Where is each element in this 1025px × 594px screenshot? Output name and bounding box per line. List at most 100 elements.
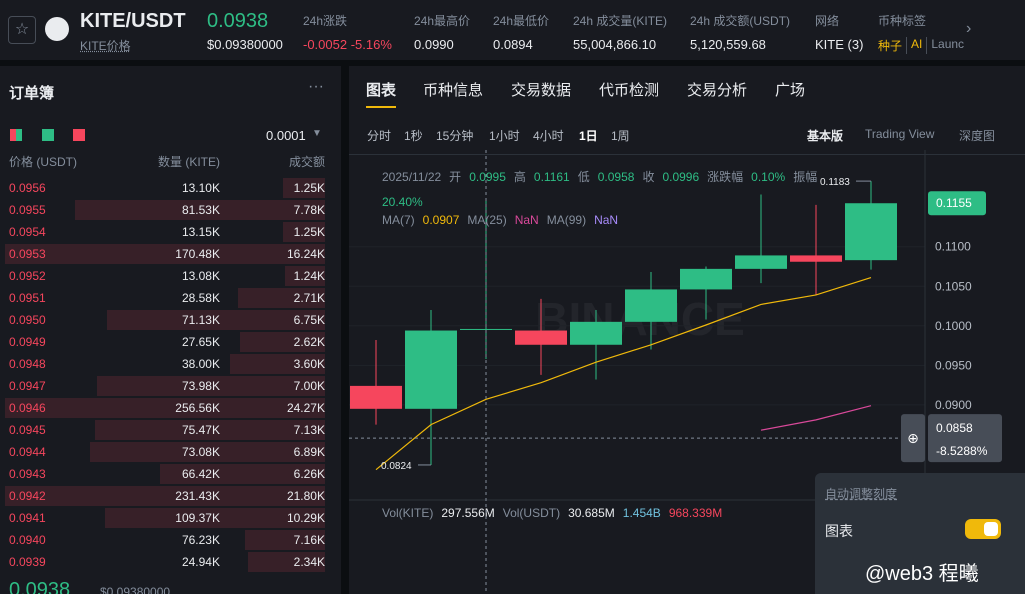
ask-total: 7.13K — [293, 423, 325, 437]
tag[interactable]: AI — [906, 37, 922, 54]
ask-qty: 27.65K — [181, 335, 220, 349]
tab: 币种信息 — [423, 82, 484, 99]
more-button[interactable]: ··· — [308, 78, 324, 95]
ask-total: 7.78K — [293, 203, 325, 217]
info-label: 低 — [577, 170, 590, 184]
tab: 交易分析 — [687, 82, 748, 99]
depth-bar — [75, 200, 325, 220]
chart-panel: 图表 币种信息 交易数据 代币检测 交易分析 广场 分时 1秒 15分钟 1小时 4小时 1日 1周 基本… — [349, 66, 1025, 594]
ask-price: 0.0945 — [9, 423, 46, 437]
last-price: 0.0938 — [207, 10, 269, 32]
ask-total: 1.25K — [293, 225, 325, 239]
ask-price: 0.0951 — [9, 291, 46, 305]
candle-body — [405, 330, 457, 409]
high-marker: 0.1183 — [820, 177, 850, 188]
candle-body — [790, 255, 842, 262]
ask-qty: 109.37K — [175, 511, 220, 525]
ask-qty: 28.58K — [181, 291, 220, 305]
view-option: 基本版 — [807, 129, 844, 143]
depth-bar — [97, 376, 325, 396]
info-label: 高 — [513, 170, 526, 184]
ask-qty: 13.08K — [181, 269, 220, 283]
info-value: 0.0996 — [662, 170, 700, 184]
ask-total: 1.24K — [293, 269, 325, 283]
tag[interactable]: Launc — [926, 37, 964, 54]
y-tick-label: 0.1000 — [935, 319, 972, 333]
pair: KITE/USDT — [80, 10, 186, 32]
crosshair-change: -8.5288% — [936, 444, 988, 458]
ask-qty: 231.43K — [175, 489, 220, 503]
depth-bar — [5, 244, 325, 264]
ask-price: 0.0950 — [9, 313, 46, 327]
ask-price: 0.0949 — [9, 335, 46, 349]
ask-qty: 66.42K — [181, 467, 220, 481]
precision-caret: ▼ — [312, 128, 322, 139]
ask-price: 0.0940 — [9, 533, 46, 547]
ask-qty: 76.23K — [181, 533, 220, 547]
view-both[interactable] — [10, 129, 22, 141]
ask-price: 0.0942 — [9, 489, 46, 503]
ask-price: 0.0948 — [9, 357, 46, 371]
ask-total: 24.27K — [286, 401, 325, 415]
info-label: 收 — [642, 170, 655, 184]
ask-total: 7.00K — [293, 379, 325, 393]
candle-body — [460, 328, 512, 330]
crosshair-label-box — [928, 414, 1002, 463]
stat-label: 24h最低价 — [493, 14, 550, 28]
ask-total: 21.80K — [286, 489, 325, 503]
ask-qty: 24.94K — [181, 555, 220, 569]
candle-body — [625, 289, 677, 322]
add-button[interactable] — [901, 414, 925, 463]
price-caption[interactable]: KITE价格 — [80, 39, 131, 53]
ask-price: 0.0953 — [9, 247, 46, 261]
view-asks[interactable] — [73, 129, 85, 141]
ask-price: 0.0939 — [9, 555, 46, 569]
ask-total: 3.60K — [293, 357, 325, 371]
ask-total: 10.29K — [286, 511, 325, 525]
column-header: 价格 (USDT) — [9, 155, 77, 169]
credit: @web3 程曦 — [865, 563, 979, 585]
y-tick-label: 0.1100 — [935, 240, 971, 254]
candle-body — [515, 330, 567, 345]
view-bids[interactable] — [42, 129, 54, 141]
current-price: 0.1155 — [936, 196, 972, 210]
interval: 分时 — [367, 129, 392, 143]
y-tick-label: 0.0950 — [935, 358, 972, 372]
ask-price: 0.0954 — [9, 225, 46, 239]
ask-price: 0.0947 — [9, 379, 46, 393]
y-tick-label: 0.1050 — [935, 279, 972, 293]
volume-label: Vol(USDT) — [502, 506, 561, 520]
tags: 种子 AI Launc — [878, 37, 966, 54]
depth-bar — [5, 486, 325, 506]
scroll-right[interactable]: › — [966, 20, 972, 37]
favorite-button[interactable]: ☆ — [8, 16, 36, 44]
volume-label: 1.454B — [622, 506, 661, 520]
order-book-last-fiat: $0.09380000 — [100, 585, 171, 594]
stat-label: 24h最高价 — [414, 14, 471, 28]
ask-total: 2.34K — [293, 555, 325, 569]
interval: 1小时 — [489, 129, 520, 143]
stat-value: -0.0052 -5.16% — [303, 37, 392, 52]
stat-value: 0.0894 — [493, 37, 533, 52]
tab: 交易数据 — [511, 82, 572, 99]
ask-price: 0.0941 — [9, 511, 46, 525]
info-label: 涨跌幅 — [707, 170, 744, 184]
stat-value: 5,120,559.68 — [690, 37, 766, 52]
ask-qty: 81.53K — [181, 203, 220, 217]
popup-item: 图表 — [825, 523, 853, 539]
tab: 代币检测 — [599, 82, 660, 99]
precision[interactable]: 0.0001 — [266, 128, 306, 143]
fiat-price: $0.09380000 — [207, 37, 283, 52]
depth-bar — [107, 310, 325, 330]
interval: 4小时 — [533, 129, 564, 143]
ask-qty: 256.56K — [175, 401, 220, 415]
toggle[interactable] — [965, 519, 1001, 539]
depth-bar — [160, 464, 325, 484]
stat-value: KITE (3) — [815, 37, 864, 52]
info-value: 0.1161 — [533, 170, 570, 184]
tag[interactable]: 种子 — [878, 39, 903, 53]
depth-bar — [238, 288, 325, 308]
ma-legend: MA(7) 0.0907 MA(25) NaN MA(99) NaN — [382, 213, 618, 227]
ask-qty: 73.08K — [181, 445, 220, 459]
